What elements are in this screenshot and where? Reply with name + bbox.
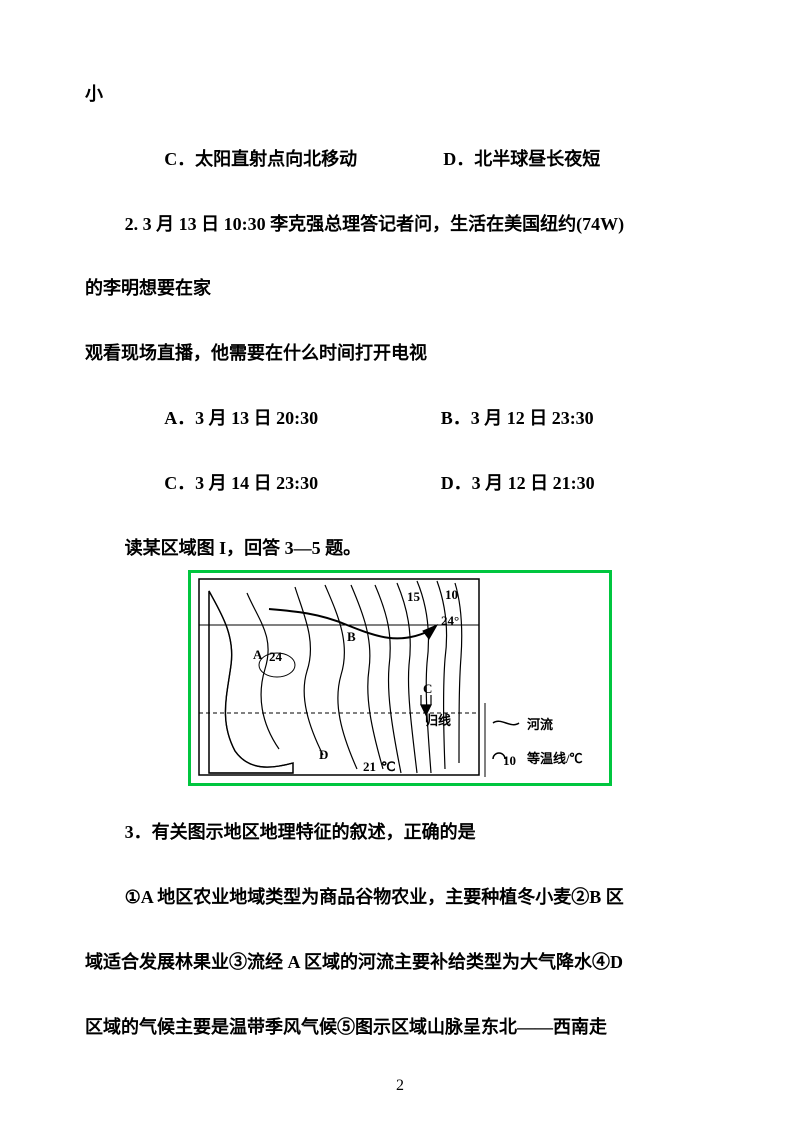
document-body: 小 C．太阳直射点向北移动 D．北半球昼长夜短 2. 3 月 13 日 10:3… xyxy=(85,80,715,1042)
option-d: D．北半球昼长夜短 xyxy=(404,145,601,174)
svg-text:C: C xyxy=(423,681,432,696)
svg-text:归线: 归线 xyxy=(425,713,451,728)
text-line: 区域的气候主要是温带季风气候⑤图示区域山脉呈东北——西南走 xyxy=(85,1013,715,1042)
svg-text:24°: 24° xyxy=(441,613,459,628)
svg-text:21: 21 xyxy=(363,759,376,774)
svg-text:24: 24 xyxy=(269,649,283,664)
svg-text:B: B xyxy=(347,629,356,644)
text-line: 2. 3 月 13 日 10:30 李克强总理答记者问，生活在美国纽约(74W) xyxy=(85,210,715,239)
page-number: 2 xyxy=(0,1077,800,1095)
text-line: 读某区域图 I，回答 3—5 题。 xyxy=(85,534,715,563)
option-row: C．太阳直射点向北移动 D．北半球昼长夜短 xyxy=(85,145,715,174)
text-line: 的李明想要在家 xyxy=(85,274,715,303)
option-c: C．太阳直射点向北移动 xyxy=(125,145,358,174)
svg-text:10: 10 xyxy=(445,587,458,602)
figure-container: A 24 B C D 21 ℃ 15 10 24° 归线 河流等温线/℃ 10 xyxy=(85,570,715,786)
text-line: 域适合发展林果业③流经 A 区域的河流主要补给类型为大气降水④D xyxy=(85,948,715,977)
map-figure: A 24 B C D 21 ℃ 15 10 24° 归线 河流等温线/℃ 10 xyxy=(188,570,612,786)
svg-text:D: D xyxy=(319,747,328,762)
text-line: 小 xyxy=(85,80,715,109)
svg-text:等温线/℃: 等温线/℃ xyxy=(526,751,583,766)
text-line: ①A 地区农业地域类型为商品谷物农业，主要种植冬小麦②B 区 xyxy=(85,883,715,912)
svg-text:10: 10 xyxy=(503,753,516,768)
option-row: A．3 月 13 日 20:30 B．3 月 12 日 23:30 xyxy=(85,404,715,433)
svg-text:A: A xyxy=(253,647,263,662)
option-b: B．3 月 12 日 23:30 xyxy=(401,404,594,433)
text-line: 观看现场直播，他需要在什么时间打开电视 xyxy=(85,339,715,368)
map-svg: A 24 B C D 21 ℃ 15 10 24° 归线 河流等温线/℃ 10 xyxy=(191,573,609,783)
option-d: D．3 月 12 日 21:30 xyxy=(401,469,595,498)
text-line: 3．有关图示地区地理特征的叙述，正确的是 xyxy=(85,818,715,847)
option-a: A．3 月 13 日 20:30 xyxy=(125,404,355,433)
svg-text:℃: ℃ xyxy=(381,759,396,774)
option-c: C．3 月 14 日 23:30 xyxy=(125,469,355,498)
svg-text:河流: 河流 xyxy=(527,717,553,732)
svg-text:15: 15 xyxy=(407,589,421,604)
option-row: C．3 月 14 日 23:30 D．3 月 12 日 21:30 xyxy=(85,469,715,498)
